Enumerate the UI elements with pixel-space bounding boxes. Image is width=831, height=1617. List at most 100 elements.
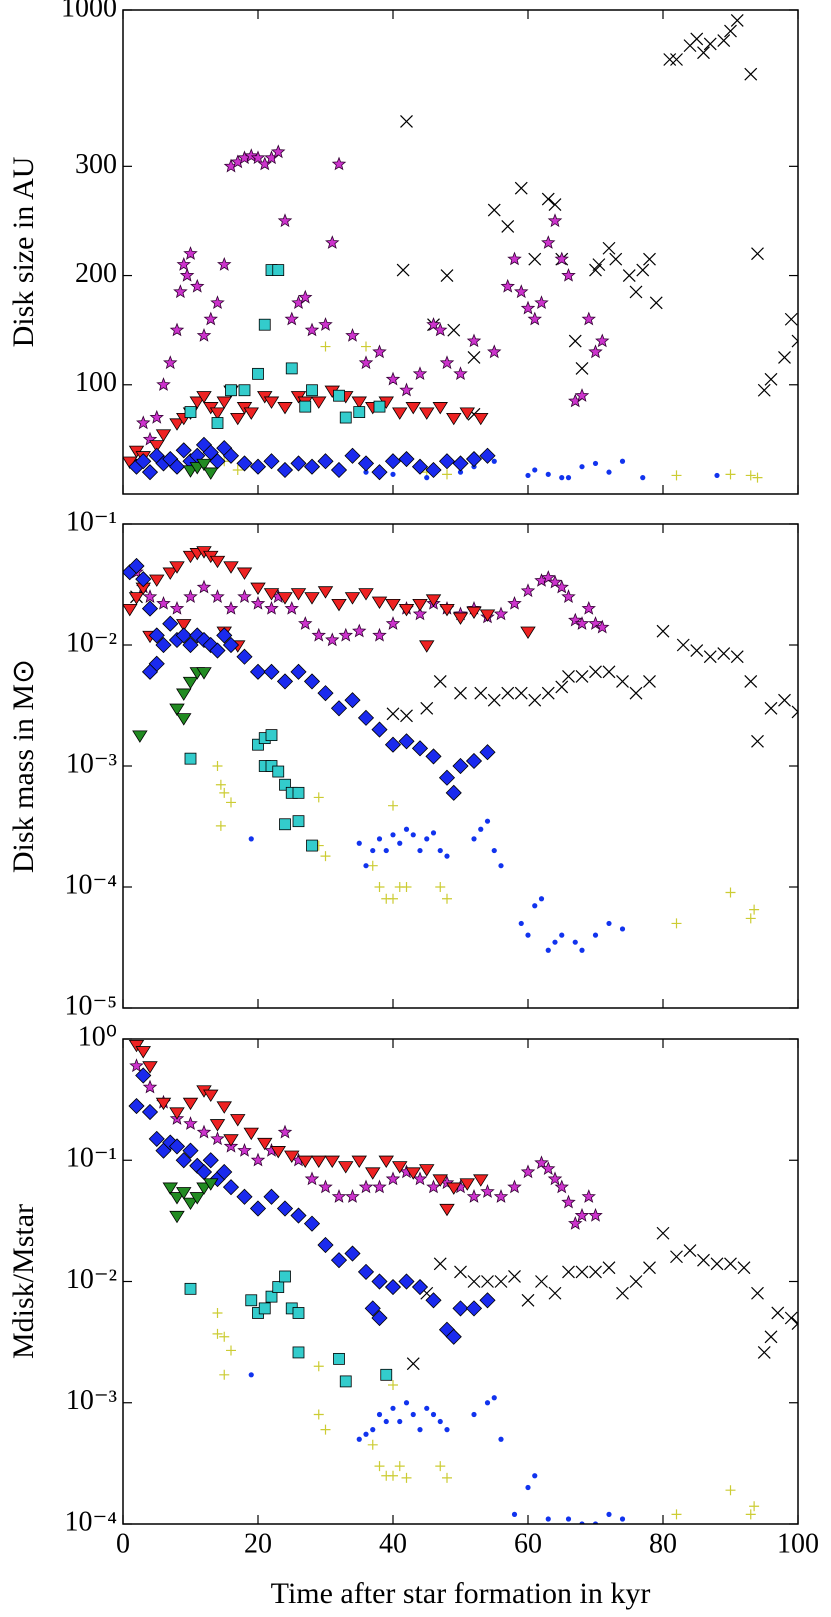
diamond-marker — [357, 455, 375, 472]
square-marker — [339, 411, 352, 424]
triangle-marker — [371, 596, 388, 609]
diamond-marker — [479, 744, 496, 761]
triangle-marker — [243, 407, 259, 420]
diamond-marker — [263, 453, 280, 470]
x-marker — [528, 693, 542, 707]
x-marker — [454, 1265, 467, 1279]
dot-marker — [376, 836, 383, 842]
x-marker — [724, 24, 737, 38]
x-marker — [670, 1250, 683, 1264]
x-marker — [690, 32, 704, 46]
dot-marker — [498, 863, 504, 869]
x-marker — [501, 686, 515, 700]
x-marker — [791, 334, 798, 348]
star-marker — [311, 627, 326, 642]
x-marker — [548, 1286, 562, 1300]
dot-marker — [619, 1516, 626, 1522]
square-marker — [252, 738, 264, 751]
star-marker — [507, 595, 522, 610]
plus-marker — [320, 1424, 331, 1435]
diamond-marker — [411, 1278, 429, 1296]
dot-marker — [471, 1411, 477, 1418]
square-marker — [265, 1290, 278, 1303]
x-marker — [514, 181, 528, 195]
diamond-marker — [384, 1278, 402, 1296]
dot-marker — [559, 932, 565, 938]
triangle-marker — [412, 598, 428, 612]
plus-marker — [725, 469, 736, 480]
square-marker — [339, 1375, 352, 1388]
dot-marker — [572, 939, 578, 945]
star-marker — [331, 1189, 347, 1203]
dot-marker — [430, 1411, 437, 1418]
y-axis-label: Mdisk/Mstar — [7, 1204, 40, 1359]
x-marker — [575, 669, 589, 683]
dot-marker — [532, 903, 538, 909]
triangle-marker — [392, 407, 408, 420]
x-marker — [703, 37, 717, 51]
x-marker — [474, 686, 488, 700]
star-marker — [439, 355, 455, 370]
plus-marker — [435, 1461, 446, 1472]
diamond-marker — [141, 1103, 159, 1121]
dot-marker — [390, 832, 396, 838]
star-marker — [480, 1184, 495, 1198]
plus-marker — [671, 1509, 682, 1520]
triangle-marker — [365, 1167, 381, 1180]
diamond-marker — [141, 600, 159, 617]
y-tick-label: 1000 — [61, 0, 117, 23]
star-marker — [595, 333, 610, 348]
square-marker — [333, 389, 345, 402]
x-marker — [386, 707, 400, 721]
plus-marker — [442, 1472, 452, 1483]
star-marker — [507, 1179, 522, 1194]
triangle-marker — [176, 1187, 192, 1200]
dot-marker — [417, 1427, 423, 1433]
x-marker — [541, 686, 555, 700]
x-marker — [562, 669, 575, 683]
square-marker — [285, 362, 298, 375]
triangle-marker — [392, 1161, 408, 1174]
diamond-marker — [155, 636, 172, 654]
star-marker — [318, 1179, 333, 1194]
x-marker — [643, 675, 656, 688]
plus-marker — [215, 779, 226, 790]
star-marker — [284, 311, 299, 326]
x-marker — [454, 686, 467, 700]
diamond-marker — [425, 461, 442, 479]
diamond-marker — [425, 1292, 442, 1309]
diamond-marker — [175, 1152, 192, 1169]
star-marker — [568, 1215, 583, 1230]
x-marker — [778, 693, 791, 707]
star-marker — [298, 289, 313, 304]
star-marker — [561, 589, 576, 603]
star-marker — [163, 355, 178, 370]
x-marker — [751, 734, 764, 748]
square-marker — [292, 786, 305, 799]
x-marker — [447, 323, 461, 337]
dot-marker — [619, 926, 626, 932]
x-marker — [744, 67, 758, 81]
x-marker — [400, 709, 413, 723]
star-marker — [520, 300, 536, 315]
star-marker — [179, 268, 195, 282]
triangle-marker — [149, 574, 165, 587]
star-marker — [156, 595, 171, 610]
x-marker — [683, 1244, 697, 1257]
plus-marker — [388, 893, 398, 904]
triangle-marker — [344, 592, 361, 605]
square-marker — [279, 1270, 291, 1283]
x-marker — [757, 383, 771, 397]
x-marker — [406, 1357, 420, 1371]
x-marker — [697, 46, 710, 60]
star-marker — [223, 600, 239, 615]
dot-marker — [525, 932, 531, 938]
diamond-marker — [216, 627, 233, 644]
dot-marker — [606, 920, 612, 927]
x-marker — [676, 638, 690, 652]
dot-marker — [579, 947, 585, 953]
plus-marker — [401, 882, 412, 892]
triangle-marker — [473, 1174, 489, 1187]
dot-marker — [525, 1484, 531, 1491]
